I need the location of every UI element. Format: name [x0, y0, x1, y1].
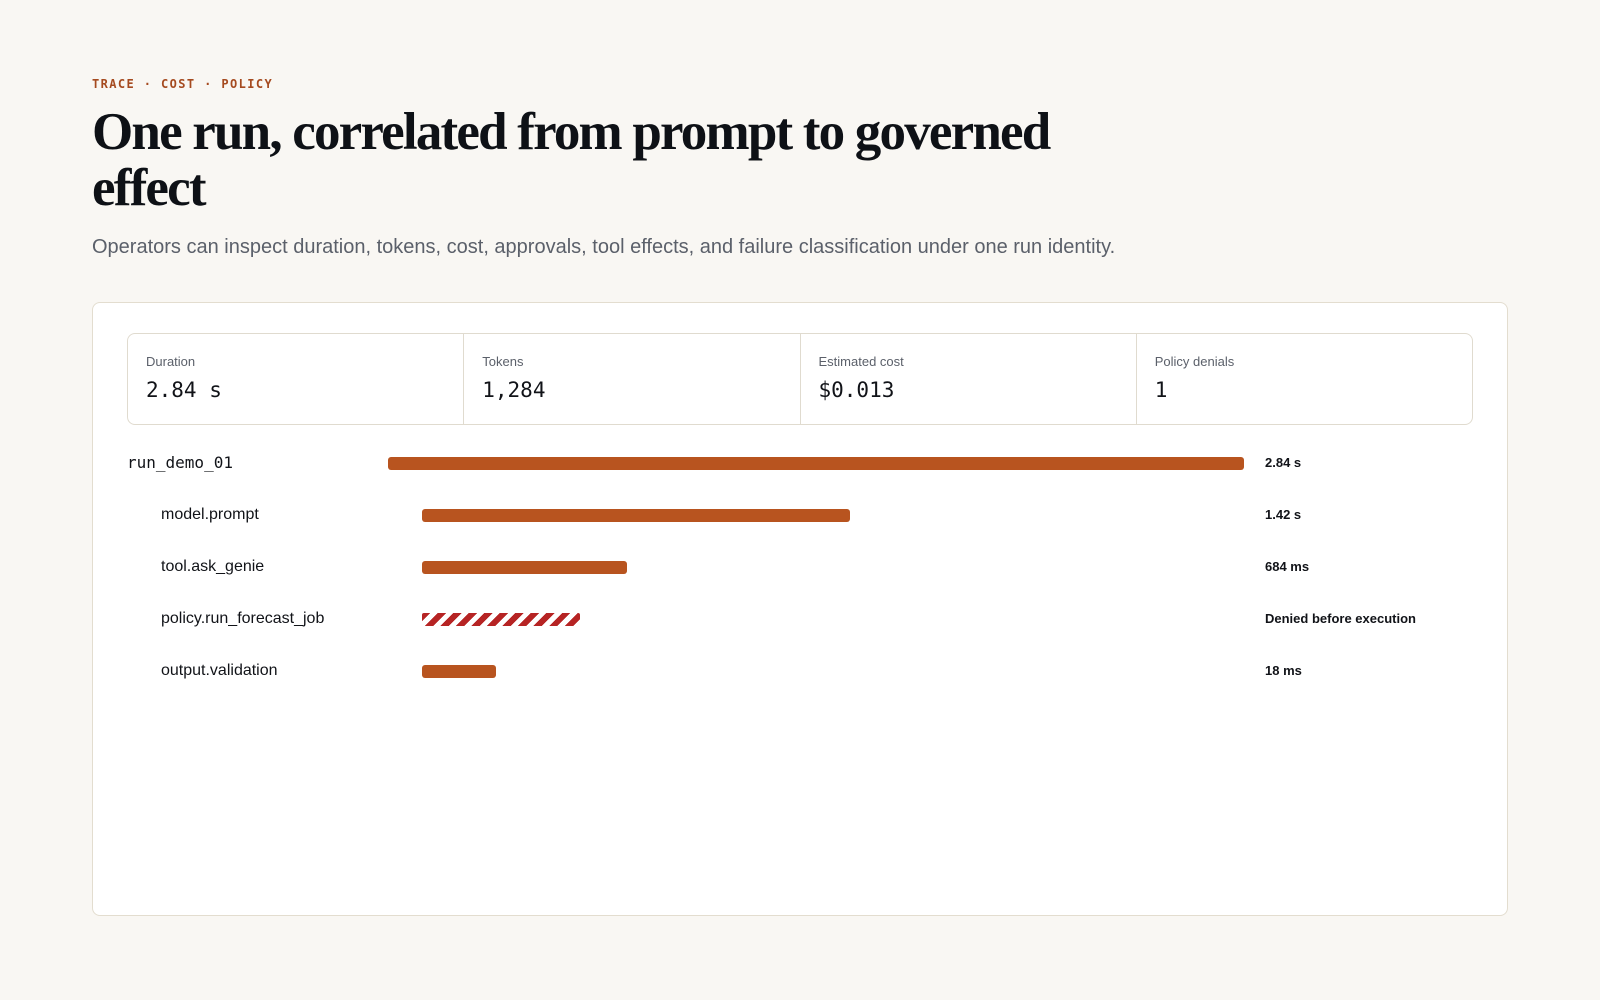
page-subtitle: Operators can inspect duration, tokens, … [92, 236, 1116, 258]
span-duration: 1.42 s [1265, 507, 1302, 522]
stat-value: $0.013 [818, 378, 895, 402]
stat-label: Policy denials [1154, 354, 1235, 369]
stat-estimated-cost: Estimated cost $0.013 [801, 334, 1137, 424]
span-duration: 18 ms [1265, 663, 1302, 678]
page-title: One run, correlated from prompt to gover… [92, 103, 1051, 217]
span-label: policy.run_forecast_job [161, 610, 325, 627]
span-bar [388, 457, 1244, 470]
trace-row-span[interactable]: model.prompt 1.42 s [93, 505, 1507, 525]
span-label: output.validation [161, 662, 278, 679]
span-label: model.prompt [161, 506, 259, 523]
trace-row-span[interactable]: tool.ask_genie 684 ms [93, 557, 1507, 577]
span-duration: 684 ms [1265, 559, 1310, 574]
trace-panel: Duration 2.84 s Tokens 1,284 Estimated c… [92, 302, 1508, 916]
span-bar [422, 665, 496, 678]
span-duration: 2.84 s [1265, 455, 1302, 470]
trace-row-root[interactable]: run_demo_01 2.84 s [93, 453, 1507, 473]
span-bar [422, 509, 850, 522]
stat-value: 1,284 [482, 378, 546, 402]
stat-tokens: Tokens 1,284 [464, 334, 801, 424]
stat-value: 2.84 s [146, 378, 222, 402]
eyebrow: TRACE · COST · POLICY [92, 77, 274, 91]
stat-value: 1 [1154, 378, 1168, 402]
stats-bar: Duration 2.84 s Tokens 1,284 Estimated c… [127, 333, 1473, 425]
trace-row-span[interactable]: output.validation 18 ms [93, 661, 1507, 681]
stat-label: Duration [146, 354, 196, 369]
span-label: run_demo_01 [127, 453, 233, 472]
span-status: Denied before execution [1265, 611, 1416, 626]
stat-label: Tokens [482, 354, 524, 369]
stat-label: Estimated cost [818, 354, 904, 369]
span-bar-denied [422, 613, 580, 626]
span-bar [422, 561, 627, 574]
trace-row-span-denied[interactable]: policy.run_forecast_job Denied before ex… [93, 609, 1507, 629]
span-label: tool.ask_genie [161, 558, 265, 575]
stat-policy-denials: Policy denials 1 [1137, 334, 1472, 424]
stat-duration: Duration 2.84 s [128, 334, 465, 424]
